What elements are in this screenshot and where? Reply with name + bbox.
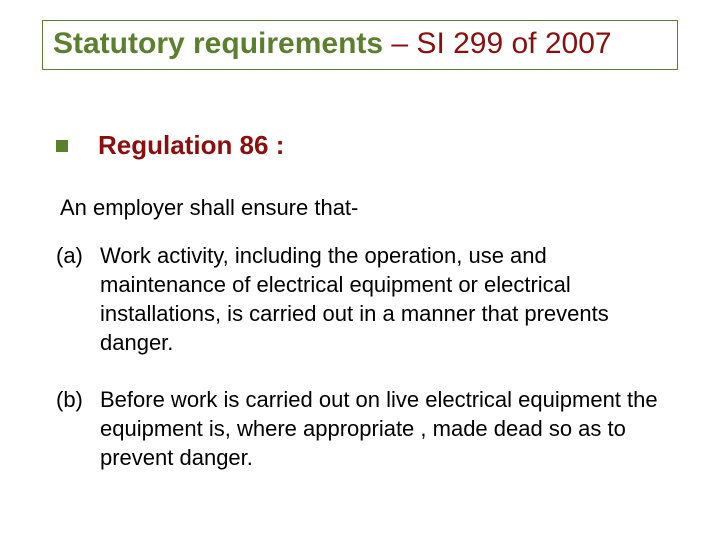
list-item: (b) Before work is carried out on live e… bbox=[56, 385, 666, 472]
list-item: (a) Work activity, including the operati… bbox=[56, 241, 666, 357]
title-rest-text: – SI 299 of 2007 bbox=[383, 27, 612, 60]
square-bullet-icon bbox=[56, 140, 68, 152]
item-label: (b) bbox=[56, 385, 100, 472]
intro-text: An employer shall ensure that- bbox=[60, 195, 666, 221]
title-bold-text: Statutory requirements bbox=[53, 27, 383, 60]
title-box: Statutory requirements – SI 299 of 2007 bbox=[42, 20, 678, 70]
slide: Statutory requirements – SI 299 of 2007 … bbox=[0, 0, 720, 540]
heading-text: Regulation 86 : bbox=[98, 130, 284, 161]
item-text: Work activity, including the operation, … bbox=[100, 241, 666, 357]
heading-line: Regulation 86 : bbox=[56, 130, 666, 161]
item-text: Before work is carried out on live elect… bbox=[100, 385, 666, 472]
slide-body: Regulation 86 : An employer shall ensure… bbox=[56, 130, 666, 500]
item-label: (a) bbox=[56, 241, 100, 357]
